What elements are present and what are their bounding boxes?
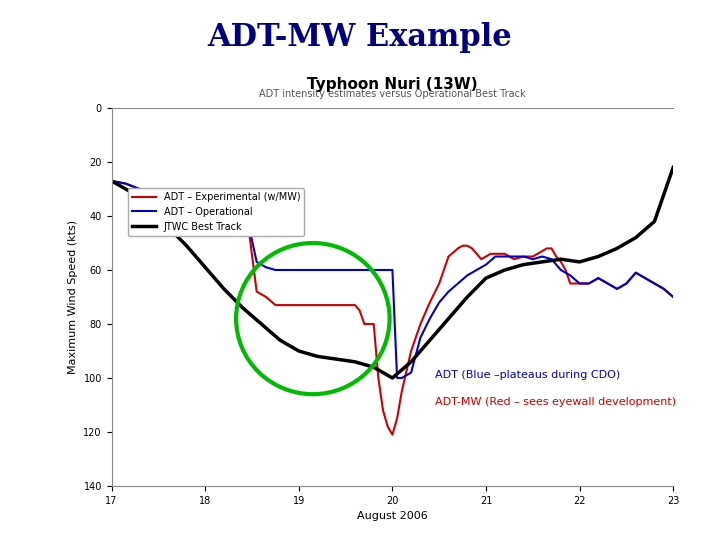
ADT – Operational — [650, 280, 659, 287]
JTWC Best Track — [613, 245, 621, 252]
JTWC Best Track — [594, 253, 603, 260]
ADT – Operational — [289, 267, 298, 273]
ADT – Experimental (w/MW) — [107, 178, 116, 184]
ADT – Operational — [669, 294, 678, 300]
JTWC Best Track — [294, 348, 303, 354]
ADT – Experimental (w/MW) — [351, 302, 359, 308]
JTWC Best Track — [500, 267, 509, 273]
JTWC Best Track — [238, 305, 247, 311]
Text: ADT-MW Example: ADT-MW Example — [207, 22, 513, 53]
JTWC Best Track — [557, 256, 565, 262]
JTWC Best Track — [182, 242, 191, 249]
JTWC Best Track — [107, 178, 116, 184]
JTWC Best Track — [313, 353, 322, 360]
ADT – Operational — [538, 253, 546, 260]
ADT – Operational — [393, 375, 402, 381]
JTWC Best Track — [538, 259, 546, 265]
JTWC Best Track — [220, 286, 228, 292]
JTWC Best Track — [407, 359, 415, 365]
JTWC Best Track — [650, 218, 659, 225]
ADT – Experimental (w/MW) — [463, 242, 472, 249]
JTWC Best Track — [444, 315, 453, 322]
JTWC Best Track — [669, 164, 678, 171]
ADT – Experimental (w/MW) — [669, 294, 678, 300]
JTWC Best Track — [201, 264, 210, 271]
Text: ADT-MW (Red – sees eyewall development): ADT-MW (Red – sees eyewall development) — [435, 397, 675, 407]
ADT – Operational — [594, 275, 603, 281]
Y-axis label: Maximum Wind Speed (kts): Maximum Wind Speed (kts) — [68, 220, 78, 374]
JTWC Best Track — [631, 234, 640, 241]
JTWC Best Track — [163, 224, 172, 230]
ADT – Experimental (w/MW) — [388, 431, 397, 438]
ADT – Operational — [281, 267, 289, 273]
JTWC Best Track — [388, 375, 397, 381]
JTWC Best Track — [519, 261, 528, 268]
X-axis label: August 2006: August 2006 — [357, 511, 428, 521]
JTWC Best Track — [463, 294, 472, 300]
Text: ADT intensity estimates versus Operational Best Track: ADT intensity estimates versus Operation… — [259, 89, 526, 99]
JTWC Best Track — [126, 188, 135, 195]
JTWC Best Track — [482, 275, 490, 281]
ADT – Operational — [500, 253, 509, 260]
ADT – Experimental (w/MW) — [660, 286, 668, 292]
ADT – Experimental (w/MW) — [281, 302, 289, 308]
Line: ADT – Experimental (w/MW): ADT – Experimental (w/MW) — [112, 181, 673, 435]
JTWC Best Track — [351, 359, 359, 365]
Line: JTWC Best Track: JTWC Best Track — [112, 167, 673, 378]
Text: ADT (Blue –plateaus during CDO): ADT (Blue –plateaus during CDO) — [435, 370, 620, 380]
Title: Typhoon Nuri (13W): Typhoon Nuri (13W) — [307, 77, 477, 92]
JTWC Best Track — [426, 337, 434, 343]
Legend: ADT – Experimental (w/MW), ADT – Operational, JTWC Best Track: ADT – Experimental (w/MW), ADT – Operati… — [127, 188, 304, 236]
ADT – Experimental (w/MW) — [187, 207, 196, 214]
JTWC Best Track — [332, 356, 341, 362]
JTWC Best Track — [276, 337, 284, 343]
JTWC Best Track — [145, 205, 153, 211]
JTWC Best Track — [257, 321, 266, 327]
Line: ADT – Operational: ADT – Operational — [112, 181, 673, 378]
ADT – Experimental (w/MW) — [355, 307, 364, 314]
JTWC Best Track — [369, 364, 378, 370]
ADT – Operational — [107, 178, 116, 184]
JTWC Best Track — [575, 259, 584, 265]
